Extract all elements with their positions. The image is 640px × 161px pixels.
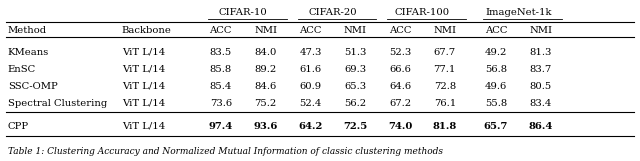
Text: 67.7: 67.7 (434, 48, 456, 57)
Text: KMeans: KMeans (8, 48, 49, 57)
Text: Table 1: Clustering Accuracy and Normalized Mutual Information of classic cluste: Table 1: Clustering Accuracy and Normali… (8, 147, 443, 156)
Text: 49.6: 49.6 (485, 82, 507, 91)
Text: 74.0: 74.0 (388, 122, 412, 131)
Text: 61.6: 61.6 (300, 65, 321, 74)
Text: 86.4: 86.4 (529, 122, 553, 131)
Text: ViT L/14: ViT L/14 (122, 99, 165, 108)
Text: EnSC: EnSC (8, 65, 36, 74)
Text: ViT L/14: ViT L/14 (122, 82, 165, 91)
Text: NMI: NMI (254, 26, 277, 35)
Text: 72.5: 72.5 (343, 122, 367, 131)
Text: ACC: ACC (484, 26, 508, 35)
Text: 55.8: 55.8 (485, 99, 507, 108)
Text: 77.1: 77.1 (434, 65, 456, 74)
Text: 56.2: 56.2 (344, 99, 366, 108)
Text: 97.4: 97.4 (209, 122, 233, 131)
Text: ACC: ACC (209, 26, 232, 35)
Text: 85.4: 85.4 (210, 82, 232, 91)
Text: 81.8: 81.8 (433, 122, 457, 131)
Text: 56.8: 56.8 (485, 65, 507, 74)
Text: 93.6: 93.6 (253, 122, 278, 131)
Text: 51.3: 51.3 (344, 48, 366, 57)
Text: Spectral Clustering: Spectral Clustering (8, 99, 107, 108)
Text: CIFAR-100: CIFAR-100 (395, 8, 450, 17)
Text: 80.5: 80.5 (530, 82, 552, 91)
Text: 85.8: 85.8 (210, 65, 232, 74)
Text: Method: Method (8, 26, 47, 35)
Text: ACC: ACC (388, 26, 412, 35)
Text: 69.3: 69.3 (344, 65, 366, 74)
Text: 64.2: 64.2 (298, 122, 323, 131)
Text: 84.6: 84.6 (255, 82, 276, 91)
Text: ACC: ACC (299, 26, 322, 35)
Text: 52.3: 52.3 (389, 48, 411, 57)
Text: Backbone: Backbone (122, 26, 172, 35)
Text: 52.4: 52.4 (300, 99, 321, 108)
Text: NMI: NMI (529, 26, 552, 35)
Text: SSC-OMP: SSC-OMP (8, 82, 58, 91)
Text: 65.7: 65.7 (484, 122, 508, 131)
Text: 73.6: 73.6 (210, 99, 232, 108)
Text: 89.2: 89.2 (255, 65, 276, 74)
Text: NMI: NMI (433, 26, 456, 35)
Text: 65.3: 65.3 (344, 82, 366, 91)
Text: 83.7: 83.7 (530, 65, 552, 74)
Text: 83.5: 83.5 (210, 48, 232, 57)
Text: 76.1: 76.1 (434, 99, 456, 108)
Text: CIFAR-20: CIFAR-20 (308, 8, 357, 17)
Text: 66.6: 66.6 (389, 65, 411, 74)
Text: 60.9: 60.9 (300, 82, 321, 91)
Text: 81.3: 81.3 (530, 48, 552, 57)
Text: ViT L/14: ViT L/14 (122, 48, 165, 57)
Text: 83.4: 83.4 (530, 99, 552, 108)
Text: NMI: NMI (344, 26, 367, 35)
Text: 64.6: 64.6 (389, 82, 411, 91)
Text: CPP: CPP (8, 122, 29, 131)
Text: 47.3: 47.3 (300, 48, 321, 57)
Text: CIFAR-10: CIFAR-10 (219, 8, 268, 17)
Text: 84.0: 84.0 (255, 48, 276, 57)
Text: 72.8: 72.8 (434, 82, 456, 91)
Text: ViT L/14: ViT L/14 (122, 65, 165, 74)
Text: ViT L/14: ViT L/14 (122, 122, 165, 131)
Text: 67.2: 67.2 (389, 99, 411, 108)
Text: 49.2: 49.2 (485, 48, 507, 57)
Text: ImageNet-1k: ImageNet-1k (485, 8, 552, 17)
Text: 75.2: 75.2 (255, 99, 276, 108)
